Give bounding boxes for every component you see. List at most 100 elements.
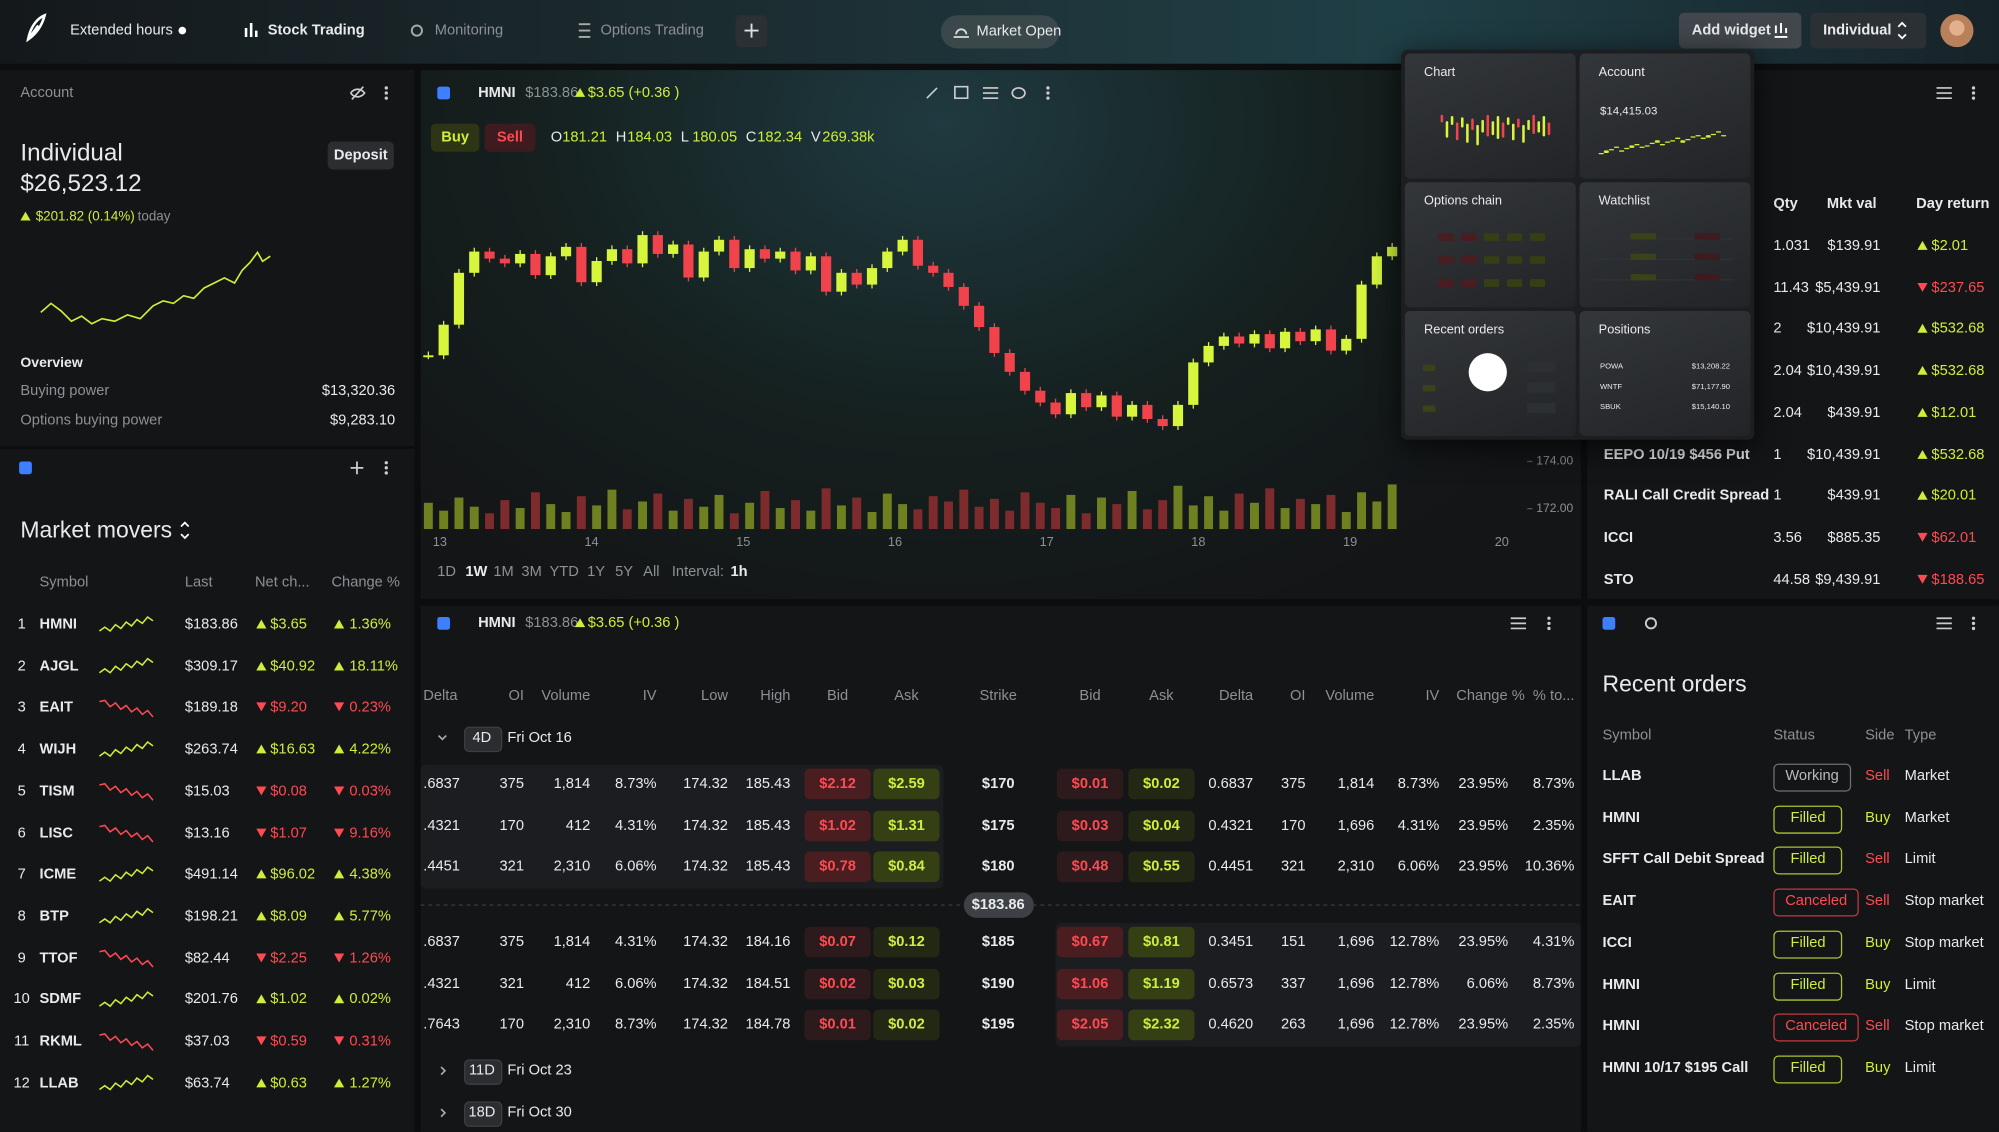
range-button[interactable]: YTD: [549, 564, 579, 581]
volume-bar: [729, 513, 739, 530]
widget-tile[interactable]: Recent orders: [1404, 311, 1576, 436]
cell: 174.32: [683, 934, 728, 950]
menu-icon: [1971, 86, 1976, 90]
tab[interactable]: Options Trading: [600, 22, 704, 39]
search-icon[interactable]: [1644, 617, 1658, 630]
label: $532.68: [1931, 321, 1985, 338]
symbol: LISC: [39, 825, 73, 841]
range-button[interactable]: 3M: [521, 564, 542, 581]
range-button[interactable]: 5Y: [615, 564, 634, 581]
widget-tile[interactable]: Watchlist: [1579, 182, 1751, 308]
candle: [545, 256, 556, 276]
volume-bar: [867, 511, 877, 530]
arrow-icon: [256, 619, 267, 629]
buy-button[interactable]: [430, 123, 480, 152]
label: 0.03%: [349, 783, 391, 800]
avatar-face: [1949, 20, 1965, 36]
label: today: [137, 209, 171, 225]
label: $63.74: [184, 1075, 230, 1091]
candle: [576, 246, 587, 283]
cell: 8.73%: [614, 1017, 657, 1033]
column-header: Day return: [1916, 196, 1990, 212]
label: $96.02: [270, 867, 316, 883]
tile-title: Positions: [1598, 323, 1651, 338]
volume-bar: [1234, 493, 1244, 530]
sell-label[interactable]: Sell: [496, 130, 523, 146]
status-pill: [1773, 888, 1859, 917]
tile-decoration: [1532, 114, 1535, 134]
orders-panel: [1587, 605, 1999, 1132]
cell: 375: [499, 776, 524, 792]
sort-icon[interactable]: [180, 521, 190, 540]
label: $13,320.36: [321, 383, 396, 400]
account-name: Individual: [20, 140, 123, 167]
status: Filled: [1790, 810, 1826, 826]
cell: $0.67: [1071, 934, 1109, 950]
tile-decoration: [1511, 123, 1515, 141]
arrow-icon: [1917, 407, 1928, 417]
label: $3.65 (+0.36 ): [587, 85, 680, 101]
tile-decoration: [1619, 149, 1625, 152]
widget-tile[interactable]: Chart: [1404, 53, 1576, 179]
tile-decoration: [1461, 256, 1477, 264]
cell: $0.81: [1143, 934, 1180, 950]
range-button[interactable]: 1W: [465, 564, 488, 581]
label: 0.02%: [349, 992, 391, 1008]
movers-panel: [0, 448, 415, 1132]
plus-icon[interactable]: [744, 23, 759, 38]
sell-button[interactable]: [484, 123, 536, 152]
cell: $0.12: [888, 934, 925, 950]
cell: 321: [499, 859, 524, 875]
menu-icon: [384, 96, 388, 100]
arrow-icon: [574, 618, 586, 628]
tab[interactable]: Stock Trading: [267, 22, 365, 39]
volume-bar: [1311, 504, 1321, 530]
candle: [1310, 329, 1321, 342]
cell: $185: [981, 934, 1015, 950]
symbol: TISM: [39, 783, 75, 800]
plus-icon[interactable]: [350, 461, 364, 475]
account-select-label[interactable]: Individual: [1823, 22, 1892, 39]
label: $3.65: [270, 616, 307, 633]
widget-tile[interactable]: Account $14,415.03: [1579, 53, 1751, 179]
hide-icon[interactable]: [349, 86, 366, 100]
range-button[interactable]: 1M: [493, 564, 514, 581]
cell: 185.43: [745, 859, 791, 875]
range-button[interactable]: All: [643, 564, 660, 581]
quote-cell: [804, 968, 871, 1000]
quote-cell: [873, 768, 940, 800]
chart-tools[interactable]: [926, 85, 1026, 99]
deposit-label[interactable]: Deposit: [333, 147, 388, 164]
candle: [622, 249, 633, 264]
widget-tile[interactable]: Options chain: [1404, 182, 1576, 308]
ohlc-value: 184.03: [627, 130, 673, 146]
range-button[interactable]: 1Y: [587, 564, 606, 581]
widget-title: Recent orders: [1602, 671, 1747, 697]
tile-decoration: [1481, 119, 1484, 133]
quote-cell: [1056, 810, 1124, 842]
symbol: ICCI: [1603, 530, 1634, 546]
deposit-button[interactable]: [327, 141, 394, 170]
menu-icon: [384, 466, 388, 470]
widget-tile[interactable]: Positions POWA $13,208.22 WNTF $71,177.90 SBU…: [1579, 311, 1751, 436]
tile-decoration: [1715, 131, 1722, 134]
add-widget-label[interactable]: Add widget: [1691, 22, 1771, 39]
arrow-icon: [1917, 574, 1928, 584]
widget-picker: Chart Account $14,415.03 Options chain Watch…: [1401, 49, 1755, 440]
buy-label[interactable]: Buy: [441, 130, 469, 146]
volume-bar: [653, 493, 663, 530]
range-button[interactable]: 1D: [437, 564, 457, 581]
volume-bar: [668, 510, 678, 530]
tile-title: Recent orders: [1424, 323, 1505, 338]
widget-icon: [1602, 616, 1616, 630]
tile-decoration: [1670, 139, 1676, 142]
candle: [499, 258, 510, 264]
interval-select[interactable]: 1h: [730, 564, 748, 581]
widget-title: Market movers: [20, 516, 173, 543]
cell: .4321: [423, 976, 460, 992]
volume-bar: [1280, 508, 1290, 530]
tab[interactable]: Monitoring: [434, 22, 504, 39]
candle: [897, 239, 908, 252]
cell: $190: [981, 976, 1015, 992]
account-select[interactable]: [1810, 12, 1927, 49]
